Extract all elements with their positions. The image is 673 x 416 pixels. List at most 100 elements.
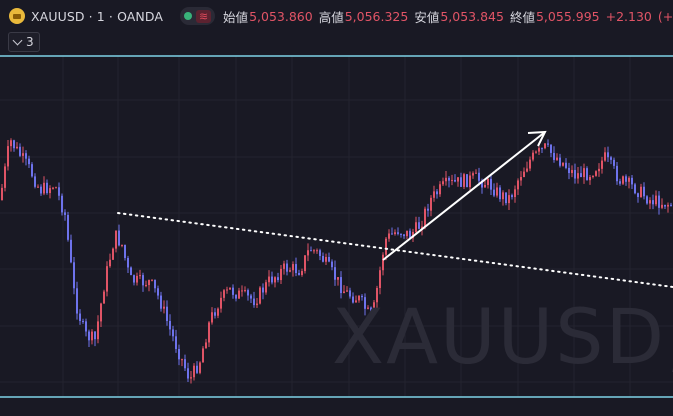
candle-body (166, 306, 168, 321)
candle-body (523, 171, 525, 178)
chart-grid (0, 56, 673, 397)
candle-body (358, 295, 360, 301)
candle-body (280, 268, 282, 281)
candle-body (136, 275, 138, 283)
candle-body (298, 273, 300, 275)
candle-body (457, 177, 459, 182)
candle-body (208, 322, 210, 343)
candle-body (385, 238, 387, 255)
candle-body (151, 279, 153, 281)
candle-body (214, 312, 216, 316)
candle-body (88, 331, 90, 341)
candle-body (133, 275, 135, 283)
candle-body (610, 157, 612, 160)
candle-body (526, 168, 528, 172)
candle-body (181, 359, 183, 361)
candle-body (544, 143, 546, 149)
candle-body (667, 204, 669, 207)
candle-body (64, 212, 66, 215)
market-status[interactable]: ≋ (180, 7, 216, 25)
candle-body (304, 255, 306, 272)
candle-body (55, 187, 57, 189)
candle-body (259, 287, 261, 304)
candle-body (571, 169, 573, 174)
indicators-toggle-button[interactable]: 3 (8, 32, 40, 52)
candle-body (73, 262, 75, 289)
candle-body (283, 263, 285, 269)
candle-body (4, 166, 6, 188)
candle-body (574, 169, 576, 179)
candles (1, 138, 672, 384)
candle-body (424, 208, 426, 227)
candle-body (295, 264, 297, 274)
arrow-head (527, 130, 547, 147)
candle-body (148, 280, 150, 286)
candle-body (145, 285, 147, 287)
candle-body (439, 184, 441, 195)
open-label: 始値 (223, 9, 249, 25)
candle-body (376, 288, 378, 303)
candle-body (655, 195, 657, 205)
symbol-title[interactable]: XAUUSD · 1 · OANDA (31, 8, 164, 24)
candle-body (346, 290, 348, 292)
candle-body (559, 157, 561, 166)
candle-body (466, 174, 468, 188)
candle-body (37, 186, 39, 188)
chevron-down-icon (12, 35, 23, 45)
candle-body (400, 233, 402, 235)
candle-body (556, 157, 558, 160)
candle-body (199, 362, 201, 373)
candle-body (325, 257, 327, 262)
candle-body (112, 248, 114, 260)
candle-body (115, 230, 117, 249)
candle-body (643, 186, 645, 197)
arrow-line[interactable] (382, 131, 546, 261)
candle-body (568, 167, 570, 174)
candle-body (619, 181, 621, 184)
candle-body (481, 180, 483, 188)
candle-body (388, 233, 390, 239)
candle-body (31, 164, 33, 177)
low-label: 安値 (414, 9, 440, 25)
candle-body (238, 290, 240, 299)
candle-body (244, 290, 246, 292)
candle-body (646, 196, 648, 204)
candle-body (277, 277, 279, 281)
candle-body (487, 178, 489, 185)
candle-body (592, 175, 594, 178)
candle-body (532, 152, 534, 160)
candle-body (85, 321, 87, 332)
candle-body (361, 295, 363, 298)
candle-body (28, 158, 30, 165)
candle-body (583, 168, 585, 178)
candle-body (229, 287, 231, 290)
candle-body (124, 244, 126, 258)
candle-body (634, 184, 636, 194)
candle-body (169, 320, 171, 330)
data-wave-icon: ≋ (196, 9, 212, 23)
candle-body (79, 313, 81, 321)
candle-body (211, 312, 213, 323)
candle-body (364, 297, 366, 309)
candle-body (508, 195, 510, 204)
candle-body (220, 297, 222, 309)
candle-body (10, 140, 12, 147)
candle-body (25, 153, 27, 159)
candle-body (472, 173, 474, 176)
candle-body (601, 160, 603, 169)
candle-body (517, 180, 519, 190)
candle-body (598, 168, 600, 172)
low-value: 5,053.845 (440, 8, 504, 24)
candle-body (76, 288, 78, 314)
candle-body (514, 189, 516, 198)
candle-body (631, 177, 633, 185)
candle-body (289, 270, 291, 272)
candle-body (34, 176, 36, 187)
candle-body (586, 168, 588, 181)
candle-body (313, 250, 315, 252)
market-open-dot-icon (184, 12, 193, 20)
candle-body (577, 173, 579, 179)
candle-body (121, 244, 123, 246)
indicator-count: 3 (26, 35, 34, 49)
